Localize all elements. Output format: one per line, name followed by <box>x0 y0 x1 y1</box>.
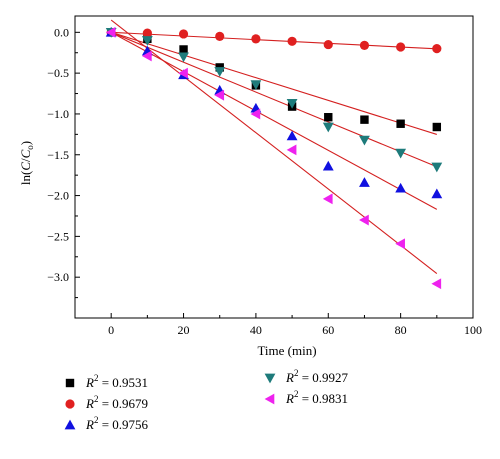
data-point-series-1 <box>432 122 442 132</box>
x-tick-label: 20 <box>178 323 190 337</box>
data-point-series-5 <box>322 193 333 205</box>
legend-item-3: R2 = 0.9756 <box>64 415 149 432</box>
data-point-series-2 <box>251 34 261 44</box>
data-point-series-2 <box>396 42 406 52</box>
y-tick-label: −2.0 <box>47 189 69 203</box>
data-point-series-4 <box>250 80 262 90</box>
data-point-series-3 <box>431 188 443 199</box>
legend-item-2: R2 = 0.9679 <box>65 394 148 411</box>
axes <box>74 15 474 319</box>
y-tick-label: −2.5 <box>47 229 69 243</box>
legend-item-5: R2 = 0.9831 <box>264 389 348 406</box>
data-point-series-2 <box>359 40 370 50</box>
legend-marker <box>264 373 276 384</box>
x-tick-label: 60 <box>322 323 334 337</box>
fit-line-2 <box>111 31 437 50</box>
data-point-series-3 <box>286 130 298 141</box>
fit-lines <box>110 19 438 274</box>
legend: R2 = 0.9531 R2 = 0.9679 R2 = 0.9756 R2 = 0.… <box>64 368 349 432</box>
data-point-series-3 <box>359 177 370 187</box>
data-point-series-5 <box>214 89 225 101</box>
data-point-series-4 <box>214 67 226 77</box>
legend-label: R2 = 0.9531 <box>85 373 148 390</box>
y-axis-title: ln(C/Co) <box>18 141 35 185</box>
y-tick-label: −3.0 <box>47 270 69 284</box>
data-point-series-5 <box>141 50 152 62</box>
data-point-series-1 <box>324 113 333 122</box>
legend-item-1: R2 = 0.9531 <box>65 373 148 390</box>
fit-line-1 <box>111 31 437 135</box>
legend-marker <box>65 399 75 409</box>
tick-labels: 0 20 40 60 80 100 0.0 −0.5 −1.0 −1.5 −2.0 −2.5 −3.0 <box>47 25 482 337</box>
legend-marker <box>264 393 275 405</box>
fit-line-3 <box>110 31 438 210</box>
data-point-series-2 <box>287 36 297 46</box>
data-point-series-2 <box>323 39 333 50</box>
x-tick-label: 80 <box>395 323 407 337</box>
x-tick-label: 100 <box>464 323 482 337</box>
data-point-series-4 <box>286 99 298 109</box>
data-points <box>105 26 443 290</box>
data-point-series-5 <box>250 108 261 120</box>
data-point-series-1 <box>396 119 405 128</box>
data-point-series-2 <box>432 44 442 54</box>
data-point-series-4 <box>322 122 334 133</box>
x-tick-label: 0 <box>108 323 114 337</box>
data-point-series-5 <box>105 26 116 38</box>
legend-label: R2 = 0.9679 <box>85 394 148 411</box>
y-tick-label: −1.0 <box>47 107 69 121</box>
fit-line-4 <box>110 31 438 168</box>
plot-frame <box>74 15 474 319</box>
y-tick-label: −1.5 <box>47 148 69 162</box>
data-point-series-3 <box>395 182 407 193</box>
data-point-series-4 <box>395 148 407 159</box>
data-point-series-5 <box>395 238 405 250</box>
data-point-series-1 <box>179 45 188 54</box>
data-point-series-4 <box>178 52 189 63</box>
legend-item-4: R2 = 0.9927 <box>264 368 349 385</box>
data-point-series-2 <box>142 28 152 38</box>
data-point-series-5 <box>178 67 188 79</box>
legend-label: R2 = 0.9831 <box>285 389 348 406</box>
legend-label: R2 = 0.9927 <box>285 368 349 385</box>
legend-marker <box>64 419 76 430</box>
fit-line-5 <box>110 19 438 274</box>
legend-label: R2 = 0.9756 <box>85 415 149 432</box>
data-point-series-3 <box>322 160 334 171</box>
data-point-series-4 <box>141 36 153 46</box>
data-point-series-5 <box>286 144 297 156</box>
x-tick-label: 40 <box>250 323 262 337</box>
data-point-series-5 <box>431 278 442 290</box>
data-point-series-4 <box>431 162 443 173</box>
y-tick-label: 0.0 <box>54 25 69 39</box>
data-point-series-4 <box>359 135 370 146</box>
data-point-series-1 <box>360 115 369 124</box>
x-axis-title: Time (min) <box>257 343 316 358</box>
data-point-series-2 <box>215 31 225 42</box>
legend-marker <box>65 378 75 388</box>
y-tick-label: −0.5 <box>47 66 69 80</box>
data-point-series-2 <box>178 29 189 39</box>
data-point-series-5 <box>359 214 369 226</box>
